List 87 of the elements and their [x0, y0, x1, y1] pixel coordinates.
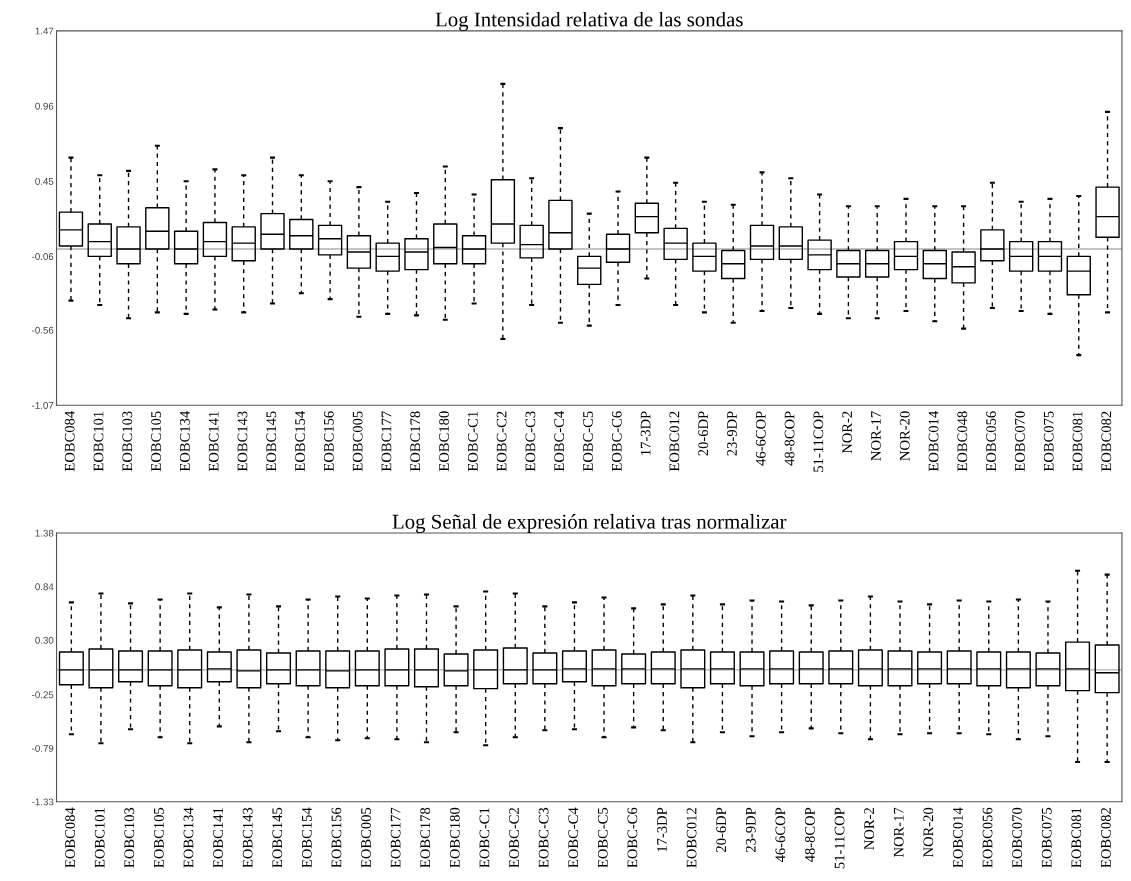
- x-tick-label: 17-3DP: [657, 807, 667, 852]
- x-tick-label: 51-11COP: [813, 411, 824, 472]
- x-tick-label: EOBC177: [390, 807, 401, 868]
- x-tick-label: EOBC156: [331, 807, 342, 868]
- x-tick-label: 51-11COP: [834, 807, 845, 869]
- y-tick-label: 0.45: [35, 177, 54, 185]
- x-tick-label: EOBC141: [208, 411, 219, 472]
- x-tick-label: EOBC178: [410, 411, 421, 472]
- x-tick-label: 46-6COP: [775, 807, 786, 863]
- x-tick-label: EOBC012: [669, 411, 680, 472]
- x-tick-label: EOBC084: [65, 807, 75, 868]
- x-tick-label: EOBC105: [151, 411, 161, 472]
- x-tick-label: EOBC101: [93, 411, 104, 472]
- x-tick-label: EOBC156: [323, 411, 334, 472]
- x-tick-label: EOBC101: [94, 808, 105, 868]
- x-tick-label: 17-3DP: [640, 411, 651, 455]
- y-tick-label: -0.25: [32, 691, 54, 699]
- x-tick-label: EOBC143: [242, 807, 253, 868]
- x-tick-label: EOBC-C2: [496, 411, 507, 472]
- x-tick-label: EOBC180: [449, 807, 460, 868]
- x-tick-label: EOBC075: [1041, 807, 1052, 868]
- x-tick-label: EOBC145: [272, 807, 283, 868]
- x-tick-label: 20-6DP: [716, 807, 727, 852]
- x-tick-label: NOR-20: [899, 411, 910, 461]
- x-tick-label: EOBC105: [153, 807, 164, 868]
- x-tick-label: EOBC154: [295, 411, 305, 472]
- y-tick-label: 0.84: [35, 583, 54, 591]
- y-tick-label: -0.79: [32, 744, 54, 752]
- y-tick-label: 0.96: [35, 102, 54, 110]
- y-tick-label: -1.33: [32, 798, 54, 806]
- x-tick-label: EOBC103: [124, 807, 135, 868]
- x-tick-label: NOR-17: [871, 411, 881, 461]
- x-tick-label: EOBC014: [952, 807, 963, 868]
- x-tick-label: NOR-2: [842, 411, 853, 454]
- x-tick-label: EOBC141: [213, 808, 223, 868]
- chart-title: Log Señal de expresión relativa tras normalizar: [392, 514, 787, 534]
- x-tick-label: EOBC070: [1012, 807, 1023, 868]
- x-tick-label: EOBC145: [266, 411, 277, 472]
- y-tick-label: 1.47: [35, 27, 54, 35]
- y-tick-label: -1.07: [32, 401, 54, 409]
- x-tick-label: EOBC056: [986, 411, 997, 472]
- x-tick-label: EOBC-C6: [627, 807, 638, 868]
- x-tick-label: EOBC056: [982, 807, 993, 868]
- x-tick-label: EOBC-C3: [525, 411, 536, 472]
- y-tick-label: 0.30: [35, 636, 54, 644]
- x-tick-label: EOBC134: [179, 411, 190, 472]
- y-tick-label: -0.56: [32, 326, 54, 334]
- x-tick-label: EOBC081: [1072, 411, 1083, 472]
- x-tick-label: 20-6DP: [698, 411, 709, 456]
- x-tick-label: EOBC082: [1100, 808, 1111, 868]
- y-tick-label: -0.06: [32, 253, 54, 260]
- x-tick-label: EOBC154: [301, 807, 312, 868]
- x-tick-label: EOBC048: [957, 411, 968, 472]
- x-tick-label: EOBC081: [1071, 808, 1082, 868]
- x-tick-label: NOR-17: [893, 807, 904, 858]
- x-tick-label: EOBC084: [64, 411, 75, 472]
- x-tick-label: EOBC-C3: [538, 807, 549, 868]
- x-tick-label: EOBC-C1: [467, 411, 478, 472]
- x-tick-label: EOBC005: [352, 411, 363, 472]
- x-tick-label: 23-9DP: [727, 411, 737, 456]
- x-tick-label: EOBC103: [122, 411, 133, 472]
- x-tick-label: 46-6COP: [755, 411, 766, 466]
- x-tick-label: EOBC014: [928, 411, 939, 472]
- chart-title: Log Intensidad relativa de las sondas: [435, 11, 743, 31]
- x-tick-label: EOBC177: [381, 411, 392, 472]
- x-tick-label: EOBC178: [420, 807, 431, 868]
- x-tick-label: EOBC-C5: [597, 807, 608, 868]
- x-tick-label: EOBC005: [361, 807, 371, 868]
- x-tick-label: EOBC-C6: [611, 411, 622, 472]
- x-tick-label: EOBC-C4: [554, 411, 565, 472]
- x-tick-label: EOBC075: [1043, 411, 1054, 472]
- x-tick-label: EOBC-C4: [568, 807, 579, 868]
- x-tick-label: 23-9DP: [745, 807, 756, 852]
- x-tick-label: EOBC180: [439, 411, 449, 472]
- x-tick-label: 48-8COP: [784, 411, 795, 466]
- y-tick-label: 1.38: [35, 529, 54, 537]
- x-tick-label: EOBC-C5: [583, 411, 593, 472]
- x-tick-label: EOBC070: [1014, 411, 1025, 472]
- x-tick-label: EOBC134: [183, 807, 194, 868]
- x-tick-label: EOBC143: [237, 411, 248, 472]
- x-tick-label: EOBC082: [1101, 411, 1112, 472]
- x-tick-label: NOR-2: [864, 808, 875, 850]
- x-tick-label: EOBC-C1: [479, 808, 490, 868]
- x-tick-label: EOBC012: [686, 808, 697, 868]
- x-tick-label: NOR-20: [923, 807, 934, 858]
- x-tick-label: EOBC-C2: [509, 808, 519, 868]
- x-tick-label: 48-8COP: [805, 807, 815, 863]
